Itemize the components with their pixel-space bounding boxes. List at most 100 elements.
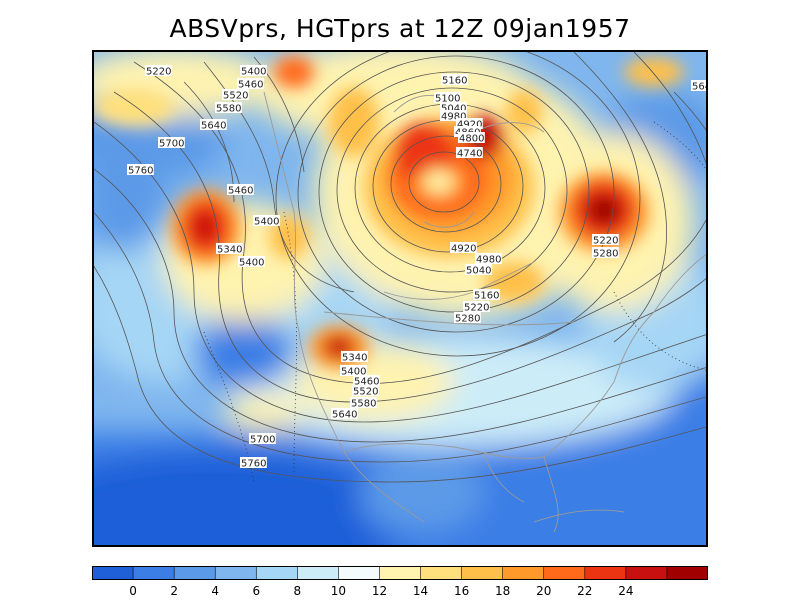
contour-label-text: 5340 (342, 353, 367, 364)
contour-label-text: 5580 (216, 104, 241, 115)
contour-label: 5760 (240, 457, 267, 470)
colorbar-tick-label: 2 (170, 584, 178, 598)
contour-label: 4980 (440, 110, 467, 123)
coastlines (263, 91, 706, 533)
colorbar-tick-label: 22 (577, 584, 592, 598)
contour-label-bg (240, 65, 267, 76)
contour-label-text: 5400 (239, 258, 264, 269)
contour-label-bg (340, 365, 367, 376)
contour-label: 5640 (691, 80, 708, 93)
contour-label-text: 5280 (455, 314, 480, 325)
contour-label: 5400 (253, 215, 280, 228)
contour-label-text: 5400 (254, 217, 279, 228)
contour-label: 5580 (215, 102, 242, 115)
contour-label-text: 5220 (146, 67, 171, 78)
contour-label-text: 5160 (474, 291, 499, 302)
colorbar-swatch (133, 566, 175, 580)
contour-label-bg (352, 385, 379, 396)
contour-label-bg (465, 264, 492, 275)
vorticity-map: 5160510050404980492048604800474049204980… (94, 52, 708, 545)
contour-label-text: 4920 (451, 244, 476, 255)
contour-label: 5520 (222, 89, 249, 102)
contour-label-bg (454, 126, 481, 137)
contour-label: 5460 (353, 375, 380, 388)
contour-label: 5460 (227, 184, 254, 197)
contour-label-bg (249, 433, 276, 444)
colorbar-swatch (256, 566, 298, 580)
contour-label: 5160 (473, 289, 500, 302)
contour-label-bg (458, 132, 485, 143)
contour-label-bg (353, 375, 380, 386)
contour-label: 4920 (456, 118, 483, 131)
contour-label: 4980 (475, 253, 502, 266)
colorbar-tick-label: 16 (454, 584, 469, 598)
contour-label: 5640 (200, 119, 227, 132)
contour-label-bg (592, 234, 619, 245)
contour-label-text: 4980 (441, 112, 466, 123)
contour-label-bg (158, 137, 185, 148)
vorticity-field (94, 52, 706, 545)
contour-label-text: 5760 (128, 166, 153, 177)
contour-label: 5760 (127, 164, 154, 177)
contour-label-text: 5460 (238, 80, 263, 91)
colorbar-swatch (174, 566, 216, 580)
colorbar-tick-label: 4 (211, 584, 219, 598)
contour-label-text: 5520 (353, 387, 378, 398)
contour-label-text: 5640 (332, 410, 357, 421)
colorbar-tick-label: 24 (618, 584, 633, 598)
contour-label: 5400 (340, 365, 367, 378)
contour-label-text: 4740 (457, 149, 482, 160)
contour-label-bg (145, 65, 172, 76)
colorbar-labels: 0 2 4 6 8 10 12 14 16 18 20 22 24 (129, 584, 633, 598)
colorbar-swatch (502, 566, 545, 580)
contour-label-text: 5220 (593, 236, 618, 247)
contour-label-text: 5700 (250, 435, 275, 446)
contour-label-text: 5340 (217, 245, 242, 256)
contour-label-bg (222, 89, 249, 100)
contour-label: 5280 (592, 247, 619, 260)
contour-label-text: 5220 (464, 303, 489, 314)
contour-label-text: 5760 (241, 459, 266, 470)
contour-label: 5220 (463, 301, 490, 314)
contour-label-bg (454, 312, 481, 323)
chart-title: ABSVprs, HGTprs at 12Z 09jan1957 (169, 14, 631, 43)
contour-label-text: 5040 (441, 104, 466, 115)
contour-label-bg (434, 92, 461, 103)
contour-label-bg (440, 110, 467, 121)
colorbar-tick-label: 14 (413, 584, 428, 598)
contour-label-bg (237, 78, 264, 89)
colorbar-swatch (625, 566, 668, 580)
contour-label-text: 5640 (692, 82, 708, 93)
contour-label: 5220 (592, 234, 619, 247)
contour-label-bg (215, 102, 242, 113)
contour-label: 5580 (350, 397, 377, 410)
contour-label-text: 5100 (435, 94, 460, 105)
contour-label-text: 5280 (593, 249, 618, 260)
contour-label: 5700 (249, 433, 276, 446)
contour-labels: 5160510050404980492048604800474049204980… (127, 65, 708, 470)
colorbar-swatch (543, 566, 586, 580)
contour-label-bg (253, 215, 280, 226)
contour-label: 5640 (331, 408, 358, 421)
contour-label-bg (463, 301, 490, 312)
colorbar-swatch (215, 566, 257, 580)
contour-label: 5400 (238, 256, 265, 269)
contour-label: 5460 (237, 78, 264, 91)
contour-label-text: 5520 (223, 91, 248, 102)
colorbar-swatch (297, 566, 339, 580)
colorbar-border (92, 566, 708, 580)
contour-label-bg (240, 457, 267, 468)
contour-label-text: 5700 (159, 139, 184, 150)
contour-label: 5220 (145, 65, 172, 78)
contour-label-text: 4920 (457, 120, 482, 131)
colorbar-swatch (584, 566, 627, 580)
colorbar-tick-label: 6 (252, 584, 260, 598)
colorbar-tick-label: 0 (129, 584, 137, 598)
contour-label: 4800 (458, 132, 485, 145)
contour-label: 5280 (454, 312, 481, 325)
colorbar: 0 2 4 6 8 10 12 14 16 18 20 22 24 (92, 566, 708, 598)
contour-label-bg (441, 74, 468, 85)
contour-label-bg (341, 351, 368, 362)
contour-label: 5340 (341, 351, 368, 364)
contour-label: 5700 (158, 137, 185, 150)
